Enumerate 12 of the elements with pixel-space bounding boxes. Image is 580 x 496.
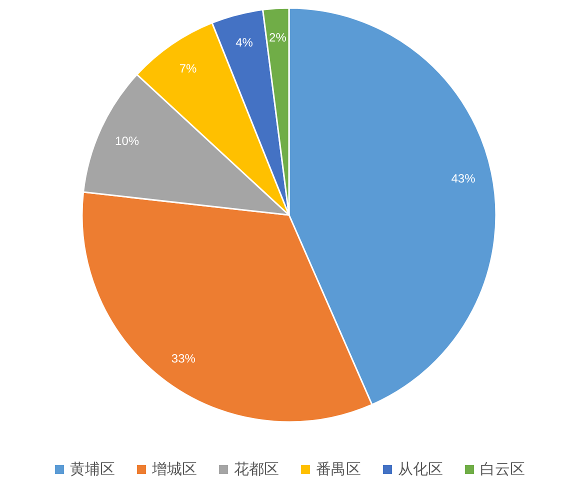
data-label: 43% bbox=[451, 172, 476, 186]
data-label: 2% bbox=[269, 30, 287, 44]
legend-label: 番禺区 bbox=[316, 461, 361, 478]
legend-label: 花都区 bbox=[234, 461, 279, 478]
legend-label: 白云区 bbox=[480, 461, 525, 478]
data-label: 33% bbox=[171, 351, 196, 366]
legend-label: 增城区 bbox=[151, 461, 197, 478]
data-label: 10% bbox=[115, 134, 140, 148]
data-label: 7% bbox=[179, 61, 198, 76]
legend-label: 从化区 bbox=[398, 461, 443, 478]
legend-label: 黄埔区 bbox=[70, 461, 115, 478]
data-label: 4% bbox=[236, 36, 254, 50]
